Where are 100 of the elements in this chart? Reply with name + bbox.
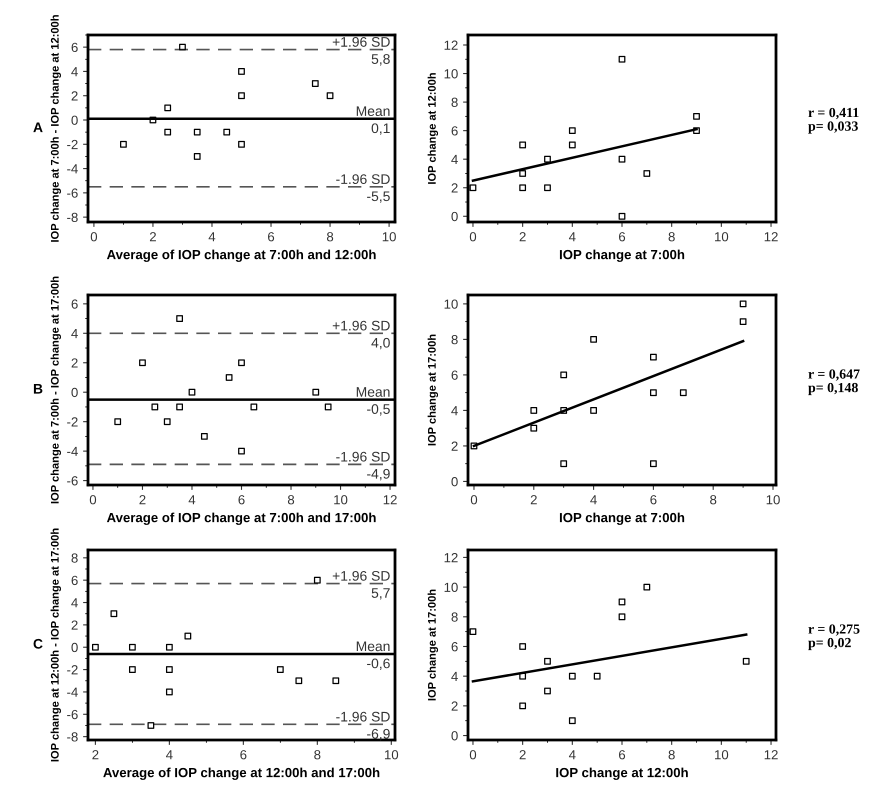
ref-line-label: -1.96 SD xyxy=(336,174,390,184)
y-tick-label: 6 xyxy=(452,642,458,652)
y-tick-label: -4 xyxy=(67,446,78,456)
x-tick-label: 2 xyxy=(530,495,537,504)
x-axis-title: Average of IOP change at 7:00h and 17:00h xyxy=(106,512,376,525)
y-tick-label: 12 xyxy=(444,40,458,50)
x-tick-label: 2 xyxy=(150,232,156,242)
y-tick-label: 10 xyxy=(444,69,458,78)
annotation: 5,7 xyxy=(372,588,390,600)
x-tick-label: 6 xyxy=(619,750,626,760)
x-tick-label: 8 xyxy=(710,495,716,504)
x-axis-title: Average of IOP change at 7:00h and 12:00h xyxy=(106,250,376,262)
y-tick-label: -6 xyxy=(67,188,78,198)
x-tick-label: 6 xyxy=(238,495,245,504)
annotation: -5,5 xyxy=(367,191,390,203)
annotation: 4,0 xyxy=(371,338,390,350)
y-tick-label: -8 xyxy=(67,732,78,742)
y-tick-label: 8 xyxy=(452,612,458,622)
ref-line-label: -1.96 SD xyxy=(336,712,390,722)
y-tick-label: 2 xyxy=(452,701,458,711)
y-tick-label: 8 xyxy=(452,98,458,107)
ref-line-label: Mean xyxy=(356,387,390,397)
annotation: -0,5 xyxy=(367,404,390,416)
x-tick-label: 2 xyxy=(92,750,98,760)
x-tick-label: 4 xyxy=(166,750,173,760)
text: p= 0,02 xyxy=(808,638,851,650)
y-tick-label: 4 xyxy=(451,672,458,681)
x-axis-title: IOP change at 7:00h xyxy=(560,512,684,525)
y-tick-label: 6 xyxy=(452,370,458,380)
x-tick-label: 6 xyxy=(650,495,656,504)
x-tick-label: 0 xyxy=(470,495,478,504)
y-tick-label: 2 xyxy=(452,442,458,451)
y-tick-label: 4 xyxy=(451,154,458,164)
y-axis-title: IOP change at 12:00h - IOP change at 17:00h xyxy=(50,528,61,762)
y-tick-label: 2 xyxy=(72,91,78,100)
x-tick-label: 8 xyxy=(668,232,675,242)
x-tick-label: 10 xyxy=(334,495,348,504)
y-tick-label: 4 xyxy=(71,67,78,76)
x-axis-title: IOP change at 7:00h xyxy=(560,250,684,262)
text: r = 0,411 xyxy=(808,108,859,120)
x-tick-label: 6 xyxy=(619,232,626,242)
x-tick-label: 8 xyxy=(314,750,320,760)
ref-line-label: Mean xyxy=(356,106,390,116)
annotation: -4,9 xyxy=(367,468,390,480)
y-tick-label: 8 xyxy=(452,334,458,344)
ref-line-label: Mean xyxy=(356,642,390,652)
y-tick-label: 0 xyxy=(71,642,78,652)
y-tick-label: 2 xyxy=(452,183,458,193)
y-axis-title: IOP change at 12:00h xyxy=(428,73,438,184)
y-tick-label: -6 xyxy=(67,476,78,486)
y-tick-label: -2 xyxy=(67,417,78,426)
x-tick-label: 12 xyxy=(764,750,778,760)
y-axis-title: IOP change at 7:00h - IOP change at 17:00h xyxy=(50,276,61,504)
y-tick-label: 6 xyxy=(72,576,78,586)
y-tick-label: 6 xyxy=(72,299,78,309)
y-tick-label: -4 xyxy=(67,688,78,697)
x-axis-title: IOP change at 12:00h xyxy=(556,768,688,780)
x-tick-label: 10 xyxy=(384,750,398,760)
x-tick-label: 6 xyxy=(268,232,274,242)
y-axis-title: IOP change at 7:00h - IOP change at 12:00h xyxy=(50,15,61,242)
annotation: -6,9 xyxy=(367,728,390,740)
annotation: -0,6 xyxy=(367,658,390,670)
y-tick-label: 10 xyxy=(444,582,458,592)
text: C xyxy=(34,638,43,649)
x-axis-title: Average of IOP change at 12:00h and 17:00h xyxy=(103,768,380,780)
text: B xyxy=(34,384,42,394)
y-tick-label: 4 xyxy=(71,598,78,608)
x-tick-label: 2 xyxy=(520,232,526,242)
y-tick-label: 12 xyxy=(444,552,458,562)
y-tick-label: 6 xyxy=(72,42,78,52)
text: A xyxy=(33,122,43,132)
y-tick-label: 2 xyxy=(72,620,78,630)
x-tick-label: 8 xyxy=(668,750,675,760)
ref-line-label: -1.96 SD xyxy=(336,452,390,462)
text: r = 0,275 xyxy=(808,624,860,636)
x-tick-label: 8 xyxy=(326,232,334,242)
x-tick-label: 4 xyxy=(188,495,196,504)
x-tick-label: 4 xyxy=(568,232,576,242)
x-tick-label: 12 xyxy=(764,232,778,242)
x-tick-label: 4 xyxy=(590,495,597,504)
y-tick-label: 0 xyxy=(71,388,78,398)
x-tick-label: 8 xyxy=(288,495,294,504)
x-tick-label: 0 xyxy=(90,495,96,504)
ref-line-label: +1.96 SD xyxy=(332,36,390,47)
annotation: 0,1 xyxy=(372,123,390,135)
x-tick-label: 2 xyxy=(520,750,526,760)
y-tick-label: 0 xyxy=(451,477,458,486)
y-tick-label: -8 xyxy=(67,212,78,222)
y-tick-label: 0 xyxy=(451,731,458,740)
x-tick-label: 6 xyxy=(240,750,246,760)
y-tick-label: -6 xyxy=(67,710,78,720)
x-tick-label: 0 xyxy=(90,232,98,242)
y-tick-label: 0 xyxy=(71,116,78,125)
y-tick-label: 10 xyxy=(444,299,458,309)
x-tick-label: 4 xyxy=(568,750,576,760)
y-tick-label: 4 xyxy=(71,329,78,338)
x-tick-label: 0 xyxy=(470,750,476,760)
x-tick-label: 4 xyxy=(208,232,216,242)
x-tick-label: 10 xyxy=(715,750,728,760)
text: p= 0,033 xyxy=(808,121,858,134)
